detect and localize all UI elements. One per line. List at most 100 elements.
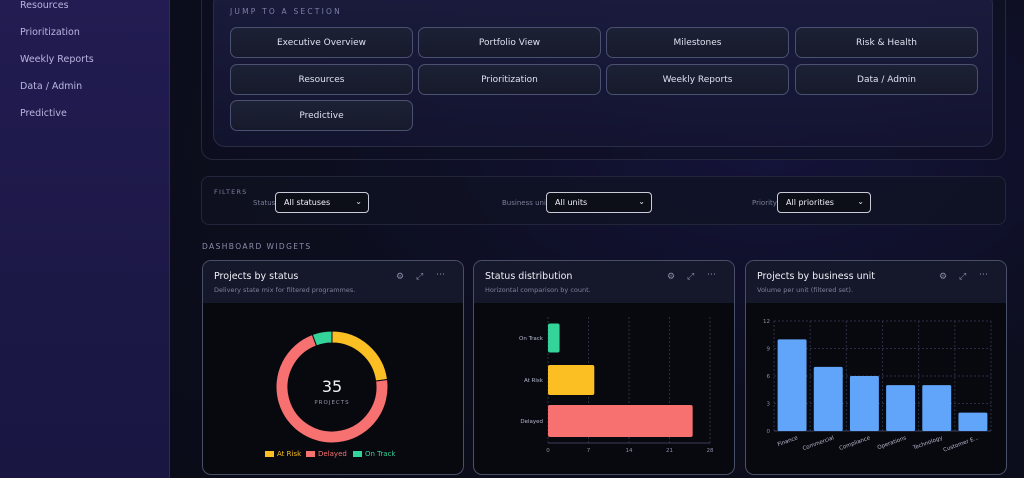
legend-on-track: On Track <box>353 450 396 458</box>
vbar-chart-svg: 0 3 6 9 12 Finance Commercial Compliance Operati… <box>763 319 992 454</box>
business-unit-chart: 0 3 6 9 12 Finance Commercial Compliance Operati… <box>746 303 1006 474</box>
status-select-value: All statuses <box>284 198 331 207</box>
x-tick-label: Compliance <box>839 435 872 452</box>
x-tick-label: Technology <box>911 435 944 452</box>
x-tick-label: Customer E... <box>943 435 980 453</box>
donut-center-value: 35 <box>322 377 342 396</box>
gear-icon[interactable]: ⚙ <box>667 272 676 282</box>
y-tick-label: 6 <box>767 374 771 380</box>
status-distribution-card: Status distribution Horizontal compariso… <box>473 260 735 475</box>
gear-icon[interactable]: ⚙ <box>396 272 405 282</box>
status-select[interactable]: All statuses ⌄ <box>275 192 369 213</box>
donut-center-label: PROJECTS <box>314 400 349 406</box>
jump-button-milestones[interactable]: Milestones <box>606 27 789 58</box>
y-tick-label: 3 <box>767 402 771 408</box>
donut-chart-svg: 35 PROJECTS <box>275 330 389 444</box>
y-tick-label: Delayed <box>520 419 543 425</box>
sidebar-item-predictive[interactable]: Predictive <box>20 108 67 119</box>
x-tick-label: Finance <box>777 435 799 448</box>
x-tick-label: Commercial <box>802 435 835 452</box>
bar-delayed[interactable] <box>548 405 693 437</box>
card-header: Projects by status Delivery state mix fo… <box>203 261 463 303</box>
sidebar-item-resources[interactable]: Resources <box>20 0 69 11</box>
sidebar: Resources Prioritization Weekly Reports … <box>0 0 170 478</box>
jump-button-data-admin[interactable]: Data / Admin <box>795 64 978 95</box>
legend-swatch <box>353 451 362 457</box>
y-tick-label: 0 <box>767 429 771 435</box>
sidebar-item-data-admin[interactable]: Data / Admin <box>20 81 83 92</box>
donut-slice-at-risk[interactable] <box>331 330 389 382</box>
jump-button-portfolio-view[interactable]: Portfolio View <box>418 27 601 58</box>
dashboard-widgets-title: DASHBOARD WIDGETS <box>202 242 312 251</box>
card-header: Projects by business unit Volume per uni… <box>746 261 1006 303</box>
card-title: Projects by business unit <box>757 271 875 282</box>
card-subtitle: Volume per unit (filtered set). <box>757 286 854 294</box>
expand-icon[interactable]: ⤢ <box>959 272 967 282</box>
bar-on-track[interactable] <box>548 323 560 353</box>
legend-delayed: Delayed <box>306 450 347 458</box>
business-unit-select[interactable]: All units ⌄ <box>546 192 652 213</box>
status-distribution-chart: 0 7 14 21 28 On Track At Risk Delayed <box>474 303 734 474</box>
filters-title: FILTERS <box>214 188 248 196</box>
business-unit-select-value: All units <box>555 198 588 207</box>
jump-button-resources[interactable]: Resources <box>230 64 413 95</box>
projects-by-business-unit-card: Projects by business unit Volume per uni… <box>745 260 1007 475</box>
card-header: Status distribution Horizontal compariso… <box>474 261 734 303</box>
jump-button-predictive[interactable]: Predictive <box>230 100 413 131</box>
gear-icon[interactable]: ⚙ <box>939 272 948 282</box>
card-title: Projects by status <box>214 271 299 282</box>
legend-label: On Track <box>365 450 396 458</box>
jump-section-title: JUMP TO A SECTION <box>230 7 342 16</box>
bar-compliance[interactable] <box>849 376 879 431</box>
card-subtitle: Delivery state mix for filtered programm… <box>214 286 356 294</box>
legend-at-risk: At Risk <box>265 450 301 458</box>
x-tick-label: 0 <box>546 448 550 454</box>
more-icon[interactable]: ⋯ <box>707 270 716 280</box>
chevron-down-icon: ⌄ <box>355 197 362 206</box>
jump-button-weekly-reports[interactable]: Weekly Reports <box>606 64 789 95</box>
more-icon[interactable]: ⋯ <box>979 270 988 280</box>
x-tick-label: Operations <box>877 435 908 451</box>
business-unit-filter-label: Business unit <box>502 199 549 207</box>
y-tick-label: 12 <box>763 319 770 325</box>
status-filter-label: Status <box>253 199 276 207</box>
chevron-down-icon: ⌄ <box>857 197 864 206</box>
priority-select[interactable]: All priorities ⌄ <box>777 192 871 213</box>
x-tick-label: 14 <box>626 448 633 454</box>
y-tick-label: On Track <box>519 336 544 342</box>
sidebar-item-prioritization[interactable]: Prioritization <box>20 27 80 38</box>
more-icon[interactable]: ⋯ <box>436 270 445 280</box>
bar-operations[interactable] <box>886 385 916 431</box>
priority-select-value: All priorities <box>786 198 834 207</box>
card-title: Status distribution <box>485 271 573 282</box>
expand-icon[interactable]: ⤢ <box>416 272 424 282</box>
jump-button-prioritization[interactable]: Prioritization <box>418 64 601 95</box>
legend-label: At Risk <box>277 450 302 458</box>
y-tick-label: 9 <box>767 347 771 353</box>
legend-label: Delayed <box>318 450 347 458</box>
priority-filter-label: Priority <box>752 199 777 207</box>
x-tick-label: 28 <box>707 448 714 454</box>
donut-slice-delayed[interactable] <box>275 333 389 444</box>
donut-chart: 35 PROJECTS <box>203 303 463 474</box>
chevron-down-icon: ⌄ <box>638 197 645 206</box>
main-content: JUMP TO A SECTION Executive Overview Por… <box>170 0 1024 478</box>
hbar-chart-svg: 0 7 14 21 28 On Track At Risk Delayed <box>519 317 714 454</box>
expand-icon[interactable]: ⤢ <box>687 272 695 282</box>
bar-at-risk[interactable] <box>548 365 595 395</box>
bar-technology[interactable] <box>922 385 952 431</box>
x-tick-label: 7 <box>587 448 591 454</box>
sidebar-item-weekly-reports[interactable]: Weekly Reports <box>20 54 94 65</box>
card-subtitle: Horizontal comparison by count. <box>485 286 591 294</box>
y-tick-label: At Risk <box>524 378 544 384</box>
bar-finance[interactable] <box>777 339 807 431</box>
jump-button-executive-overview[interactable]: Executive Overview <box>230 27 413 58</box>
projects-by-status-card: Projects by status Delivery state mix fo… <box>202 260 464 475</box>
legend-swatch <box>265 451 274 457</box>
x-tick-label: 21 <box>666 448 673 454</box>
bar-commercial[interactable] <box>813 366 843 431</box>
legend-swatch <box>306 451 315 457</box>
donut-slice-on-track[interactable] <box>311 330 333 347</box>
jump-button-risk-health[interactable]: Risk & Health <box>795 27 978 58</box>
bar-customer-e[interactable] <box>958 412 988 431</box>
